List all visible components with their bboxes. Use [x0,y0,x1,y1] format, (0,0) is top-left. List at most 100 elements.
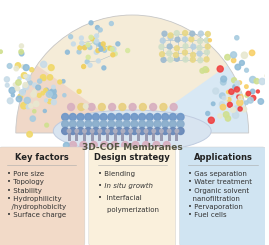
Circle shape [242,107,247,112]
Circle shape [111,53,115,57]
Circle shape [85,127,92,135]
Circle shape [229,89,234,94]
Circle shape [213,88,219,94]
Circle shape [89,35,93,39]
Circle shape [234,106,239,111]
Circle shape [89,21,93,25]
Circle shape [190,52,196,57]
Circle shape [265,74,268,77]
Circle shape [159,44,164,49]
Circle shape [220,93,225,98]
Circle shape [13,83,17,86]
Circle shape [11,94,15,97]
Circle shape [69,35,73,39]
Circle shape [169,127,176,135]
Circle shape [199,31,203,36]
Circle shape [15,86,20,91]
Bar [144,131,147,141]
Circle shape [126,49,130,52]
Circle shape [239,61,244,65]
Circle shape [7,98,13,104]
Circle shape [250,76,256,83]
Circle shape [24,97,30,103]
Circle shape [189,37,194,42]
Circle shape [24,74,27,78]
Circle shape [38,79,42,83]
Circle shape [190,31,195,36]
Circle shape [37,93,41,97]
Wedge shape [132,15,249,133]
Circle shape [112,47,116,51]
Circle shape [62,127,69,135]
Circle shape [45,99,48,102]
Text: Design strategy: Design strategy [94,154,170,162]
Circle shape [93,113,99,121]
Circle shape [206,31,210,37]
Bar [91,131,94,141]
Circle shape [198,58,203,63]
Circle shape [41,91,44,95]
Circle shape [33,110,36,113]
Circle shape [101,47,105,50]
Text: • Gas separation
• Water treatment
• Organic solvent
  nanofiltration
• Pervapor: • Gas separation • Water treatment • Org… [189,171,253,218]
Bar [175,131,178,141]
Circle shape [160,52,165,57]
Circle shape [51,100,56,105]
Circle shape [85,121,92,127]
Circle shape [30,68,34,72]
Circle shape [223,112,229,118]
Bar [137,131,140,141]
Circle shape [99,47,103,51]
Circle shape [116,121,122,127]
Bar [75,131,78,141]
Circle shape [110,47,114,51]
Circle shape [226,90,229,94]
Circle shape [241,52,247,59]
Circle shape [23,84,29,90]
Circle shape [65,50,69,54]
Bar [106,131,109,141]
Circle shape [42,77,46,81]
Circle shape [167,129,171,133]
Circle shape [160,103,167,110]
Circle shape [108,113,115,121]
Circle shape [245,68,249,72]
Circle shape [77,50,81,54]
Circle shape [19,51,24,56]
Circle shape [206,69,209,72]
Circle shape [221,76,226,82]
Circle shape [78,103,85,110]
Circle shape [69,127,76,135]
Circle shape [108,127,115,135]
Circle shape [182,37,187,42]
Circle shape [108,121,115,127]
Circle shape [129,129,132,133]
Circle shape [228,93,231,96]
Circle shape [96,59,100,63]
Circle shape [85,113,92,121]
Circle shape [70,142,76,148]
Circle shape [101,142,108,148]
Circle shape [102,66,106,70]
Circle shape [183,31,187,36]
Circle shape [235,81,240,86]
Circle shape [26,105,30,109]
Circle shape [96,49,100,52]
Bar [68,131,70,141]
Circle shape [206,111,210,115]
Circle shape [21,103,27,109]
Circle shape [182,50,187,55]
Circle shape [107,46,111,50]
Circle shape [88,63,92,67]
Circle shape [51,89,56,94]
Circle shape [208,39,211,42]
Circle shape [90,37,94,41]
Circle shape [88,103,95,110]
Circle shape [90,129,94,133]
Circle shape [139,103,146,110]
Circle shape [0,50,2,53]
Text: Applications: Applications [194,154,252,162]
Bar [129,131,132,141]
Circle shape [15,63,21,68]
Circle shape [205,44,210,49]
